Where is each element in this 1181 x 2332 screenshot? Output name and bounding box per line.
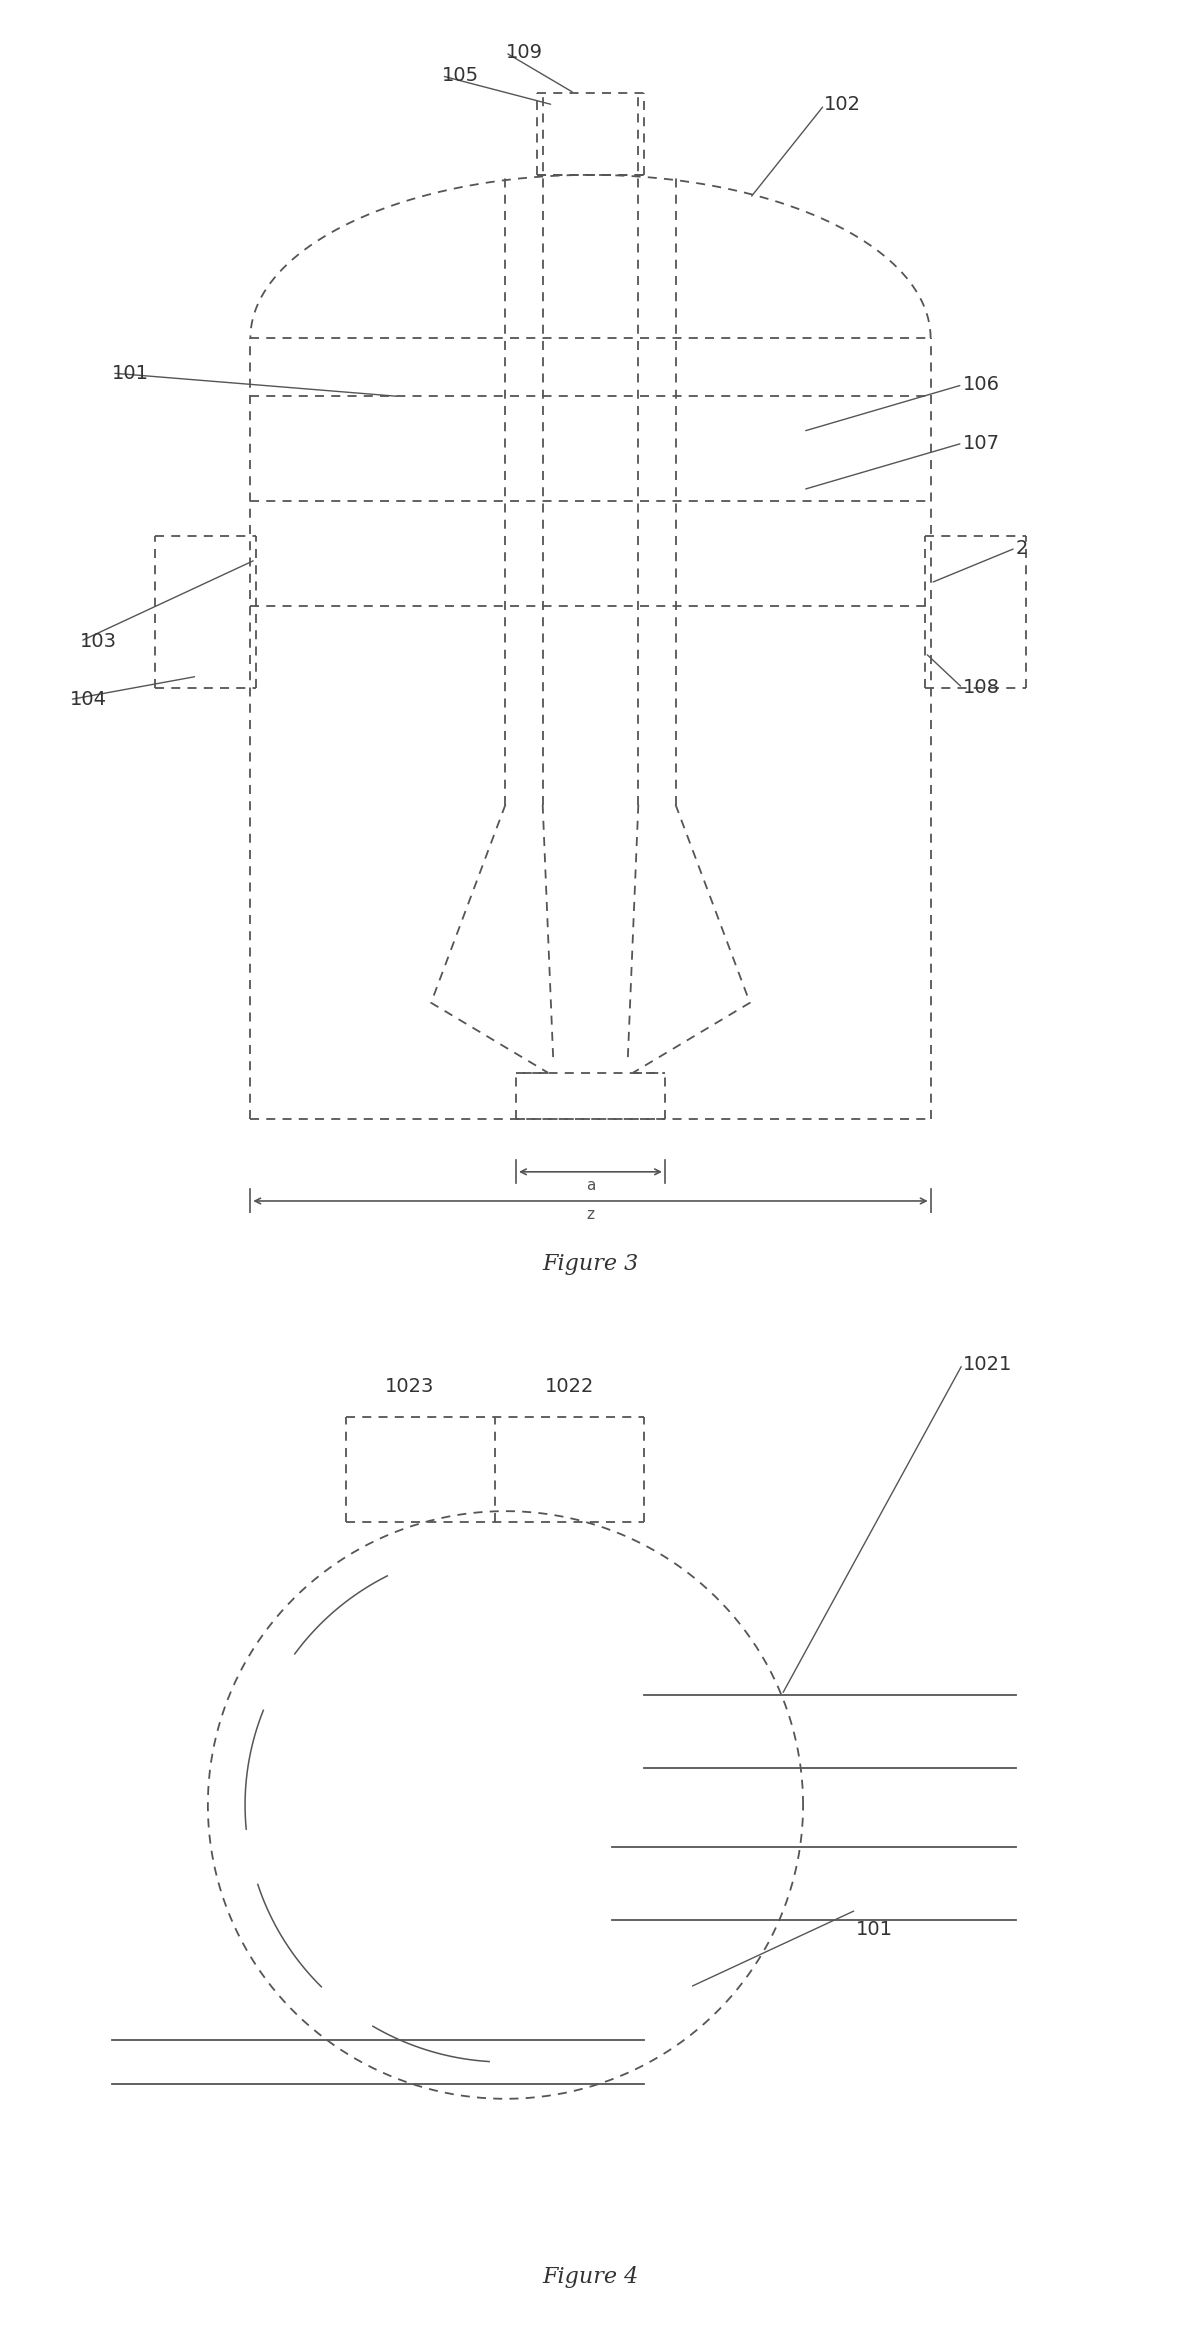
Text: z: z <box>587 1208 594 1222</box>
Text: 105: 105 <box>442 65 478 86</box>
Text: 102: 102 <box>824 96 861 114</box>
Text: 106: 106 <box>963 375 999 394</box>
Text: 1021: 1021 <box>963 1355 1012 1374</box>
Text: 101: 101 <box>856 1922 893 1940</box>
Text: 101: 101 <box>112 364 149 382</box>
Text: 103: 103 <box>80 632 117 651</box>
Text: 1023: 1023 <box>385 1376 435 1395</box>
Text: 108: 108 <box>963 679 999 697</box>
Text: 107: 107 <box>963 434 999 452</box>
Text: 109: 109 <box>505 42 542 63</box>
Text: Figure 3: Figure 3 <box>542 1255 639 1276</box>
Text: a: a <box>586 1178 595 1192</box>
Text: 2: 2 <box>1016 539 1027 557</box>
Text: Figure 4: Figure 4 <box>542 2267 639 2288</box>
Text: 104: 104 <box>70 690 106 709</box>
Text: 1022: 1022 <box>544 1376 594 1395</box>
